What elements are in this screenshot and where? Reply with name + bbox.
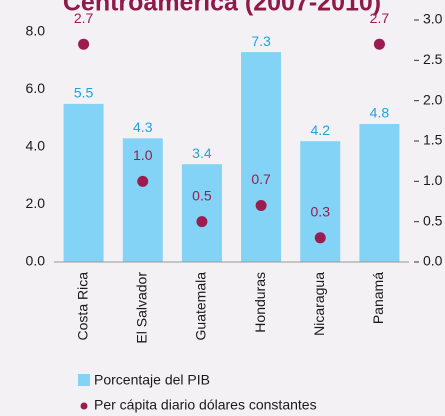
dot-label: 0.5 — [192, 187, 212, 203]
chart-title: Centroamérica (2007-2010) — [63, 0, 381, 17]
y-tick-label: 2.0 — [26, 195, 46, 211]
x-tick-label: Nicaragua — [311, 272, 327, 336]
bar-label: 4.2 — [311, 122, 331, 138]
bar-label: 4.8 — [370, 105, 390, 121]
y-tick-label: 0.0 — [26, 253, 46, 269]
y2-tick-label: 1.5 — [423, 132, 443, 148]
dot — [314, 232, 326, 244]
dot-label: 2.7 — [74, 10, 94, 26]
dot-label: 1.0 — [133, 147, 153, 163]
dot-label: 0.3 — [311, 204, 331, 220]
bar — [122, 138, 163, 262]
bar-label: 4.3 — [133, 119, 153, 135]
dot-label: 0.7 — [251, 171, 271, 187]
bar — [359, 124, 400, 262]
y2-tick-label: 0.0 — [423, 253, 443, 269]
legend-swatch — [80, 402, 88, 410]
bar — [241, 52, 282, 262]
legend-label: Per cápita diario dólares constantes — [94, 397, 317, 413]
bar — [181, 164, 222, 262]
dot — [255, 200, 267, 212]
dot — [196, 216, 208, 228]
x-tick-label: El Salvador — [133, 272, 149, 344]
y2-tick-label: 2.0 — [423, 91, 443, 107]
y-tick-label: 8.0 — [26, 23, 46, 39]
y-tick-label: 6.0 — [26, 80, 46, 96]
y2-tick-label: 3.0 — [423, 11, 443, 27]
dot — [137, 175, 149, 187]
x-tick-label: Honduras — [252, 272, 268, 333]
y2-tick-label: 0.5 — [423, 212, 443, 228]
x-tick-label: Guatemala — [193, 272, 209, 341]
dot — [373, 38, 385, 50]
y-tick-label: 4.0 — [26, 138, 46, 154]
x-tick-label: Panamá — [370, 272, 386, 324]
y2-tick-label: 2.5 — [423, 51, 443, 67]
x-tick-label: Costa Rica — [74, 272, 90, 341]
dot-label: 2.7 — [370, 10, 390, 26]
bar-label: 3.4 — [192, 145, 212, 161]
bar — [63, 103, 104, 262]
bar — [300, 141, 341, 262]
bar-label: 7.3 — [251, 33, 271, 49]
legend-swatch — [78, 374, 90, 386]
legend-label: Porcentaje del PIB — [94, 372, 210, 388]
dot — [78, 38, 90, 50]
bar-label: 5.5 — [74, 85, 94, 101]
y2-tick-label: 1.0 — [423, 172, 443, 188]
